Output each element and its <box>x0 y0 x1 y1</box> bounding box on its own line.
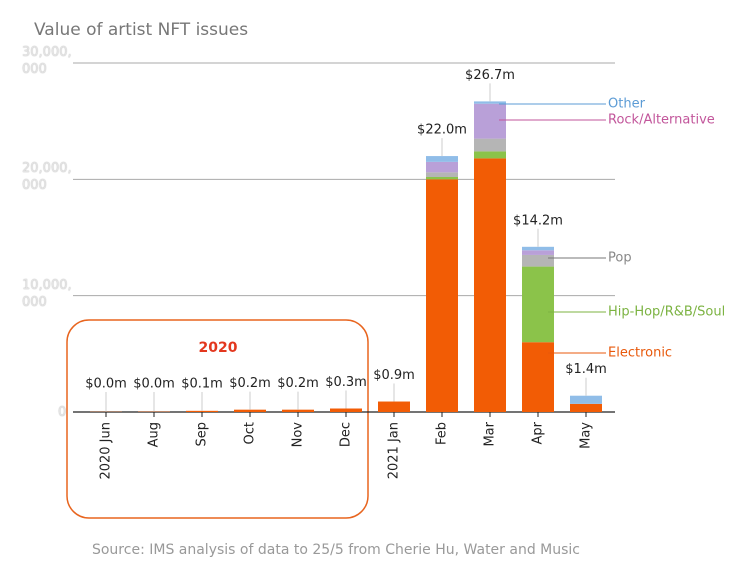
annotation-box <box>66 319 369 519</box>
total-label: $1.4m <box>565 362 607 377</box>
bar-segment <box>474 103 506 139</box>
legend-label: Hip-Hop/R&B/Soul <box>608 305 725 320</box>
total-label: $0.2m <box>277 376 319 391</box>
bar-segment <box>426 161 458 173</box>
bar-segment <box>378 401 410 412</box>
y-tick-label: 30,000,000 <box>22 45 72 77</box>
bar-segment <box>522 254 554 267</box>
source: Source: IMS analysis of data to 25/5 fro… <box>92 542 580 558</box>
total-label: $0.3m <box>325 375 367 390</box>
bar-segment <box>522 342 554 412</box>
bar-segment <box>426 172 458 178</box>
bar-segment <box>570 403 602 412</box>
x-tick-label: Mar <box>483 421 498 446</box>
legend-label: Rock/Alternative <box>608 113 715 128</box>
bar-segment <box>186 410 218 412</box>
legend-label: Pop <box>608 251 632 266</box>
bar-segment <box>426 179 458 412</box>
bar-segment <box>522 246 554 251</box>
bar-segment <box>330 408 362 412</box>
y-tick-label: 10,000,000 <box>22 277 72 310</box>
total-label: $0.2m <box>229 376 271 391</box>
x-tick-label: May <box>579 422 594 449</box>
bar-segment <box>474 138 506 152</box>
total-label: $14.2m <box>513 213 563 228</box>
total-label: $0.9m <box>373 368 415 383</box>
total-label: $0.1m <box>181 377 223 392</box>
bar-segment <box>522 266 554 343</box>
legend-label: Electronic <box>608 346 672 361</box>
bar-segment <box>570 395 602 404</box>
x-tick-label: Oct <box>243 422 258 444</box>
bar-segment <box>474 151 506 159</box>
bar-segment <box>522 250 554 255</box>
bar-segment <box>426 156 458 162</box>
x-tick-label: Sep <box>195 422 210 447</box>
total-label: $22.0m <box>417 123 467 138</box>
total-label: $0.0m <box>133 377 175 392</box>
total-label: $26.7m <box>465 68 515 83</box>
y-tick-label: 0 <box>58 405 67 420</box>
x-tick-label: Dec <box>339 422 354 447</box>
bar-segment <box>474 158 506 412</box>
x-tick-label: Feb <box>435 422 450 445</box>
bar-segment <box>282 409 314 412</box>
x-tick-label: Nov <box>291 422 306 448</box>
x-tick-label: Apr <box>531 421 546 444</box>
bar-segment <box>474 101 506 104</box>
x-tick-label: 2021 Jan <box>387 422 402 479</box>
annotation: 2020 <box>199 340 238 356</box>
y-tick-label: 20,000,000 <box>22 161 72 194</box>
total-label: $0.0m <box>85 377 127 392</box>
bar-segment <box>426 177 458 180</box>
legend-label: Other <box>608 97 646 112</box>
x-tick-label: 2020 Jun <box>99 422 114 480</box>
chart-title: Value of artist NFT issues <box>34 20 248 40</box>
x-tick-label: Aug <box>147 422 162 447</box>
bar-segment <box>234 409 266 412</box>
